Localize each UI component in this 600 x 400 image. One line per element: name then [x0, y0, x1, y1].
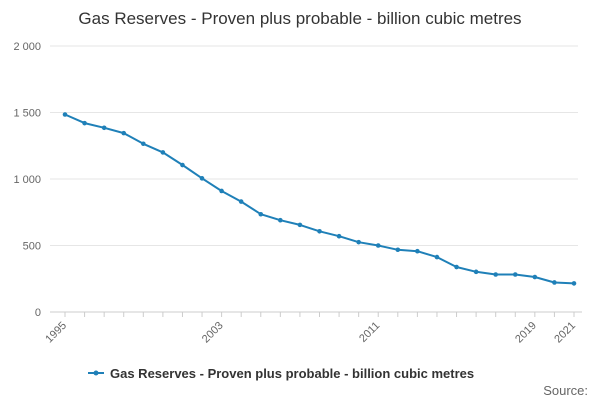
y-tick-label: 1 500: [13, 108, 41, 120]
chart-title: Gas Reserves - Proven plus probable - bi…: [78, 9, 521, 28]
x-tick-label: 2019: [513, 320, 539, 346]
data-point[interactable]: [493, 272, 498, 277]
x-tick-label: 2021: [552, 320, 578, 346]
data-point[interactable]: [571, 281, 577, 286]
data-point[interactable]: [415, 248, 420, 254]
data-point[interactable]: [141, 141, 146, 147]
data-point[interactable]: [121, 130, 127, 136]
data-point[interactable]: [356, 239, 361, 245]
source-label: Source:: [543, 383, 588, 398]
y-axis: 0 500 1 000 1 500 2 000: [13, 41, 41, 319]
data-point[interactable]: [180, 162, 185, 168]
data-point[interactable]: [395, 247, 401, 253]
x-tick-label: 2011: [357, 320, 382, 345]
data-point[interactable]: [101, 125, 107, 131]
grid-lines: [50, 45, 578, 246]
data-point[interactable]: [552, 280, 557, 285]
data-point[interactable]: [62, 112, 68, 117]
data-point[interactable]: [434, 254, 440, 260]
data-point[interactable]: [336, 233, 342, 239]
data-point[interactable]: [532, 274, 538, 280]
data-point[interactable]: [317, 228, 322, 234]
y-tick-label: 1 000: [13, 174, 41, 186]
data-point[interactable]: [512, 272, 518, 277]
data-point[interactable]: [375, 243, 381, 248]
data-point[interactable]: [297, 222, 303, 228]
data-point[interactable]: [454, 264, 459, 270]
data-point[interactable]: [278, 217, 283, 223]
data-point[interactable]: [82, 120, 87, 126]
series-line: [64, 113, 575, 285]
data-point[interactable]: [258, 211, 264, 217]
series-layer: [62, 112, 577, 286]
x-tick-label: 1995: [43, 320, 69, 346]
y-tick-label: 0: [35, 307, 41, 319]
data-point[interactable]: [238, 199, 244, 204]
x-tick-label: 2003: [200, 320, 226, 346]
data-point[interactable]: [219, 188, 224, 194]
legend[interactable]: Gas Reserves - Proven plus probable - bi…: [88, 366, 474, 381]
legend-label: Gas Reserves - Proven plus probable - bi…: [110, 366, 474, 381]
data-point[interactable]: [199, 176, 205, 181]
y-tick-label: 500: [23, 241, 41, 253]
data-point[interactable]: [473, 269, 479, 275]
x-axis: 1995 2003 2011 2019 2021: [43, 311, 582, 346]
data-point[interactable]: [160, 150, 166, 155]
y-tick-label: 2 000: [13, 41, 41, 53]
legend-marker: [93, 370, 99, 376]
